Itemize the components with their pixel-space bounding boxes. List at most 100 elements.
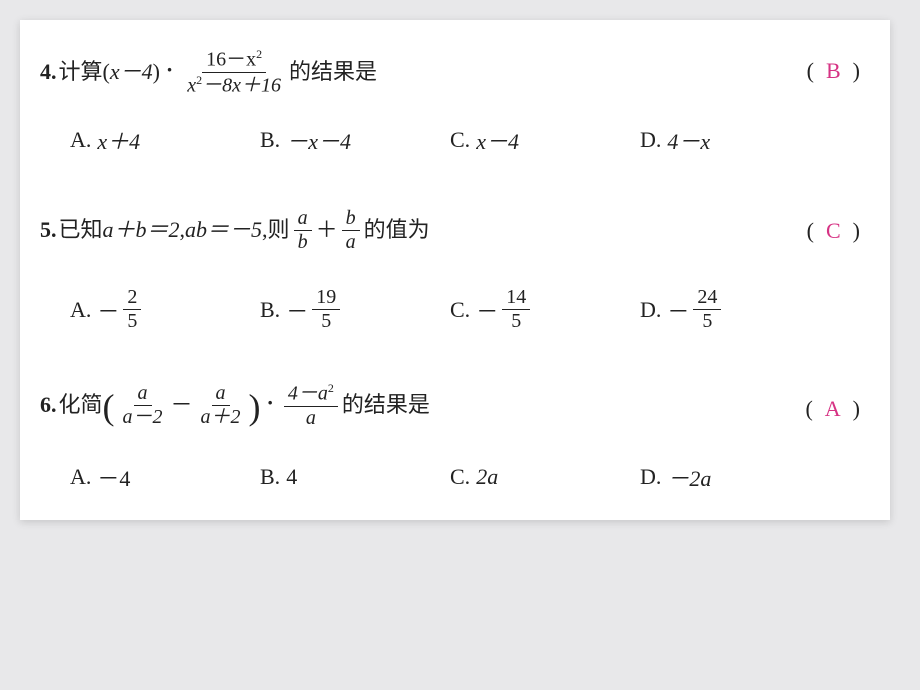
q6-answer-paren: ( A ) bbox=[805, 396, 860, 422]
q4-frac-bot-sup: 2 bbox=[196, 73, 202, 87]
q6-prefix: 化简 bbox=[59, 392, 103, 418]
q4-opt-b-text: －x－4 bbox=[286, 124, 351, 156]
q5-frac1: a b bbox=[294, 208, 312, 253]
q5-opt-a-bot: 5 bbox=[123, 310, 141, 332]
q6-opt-c-label: C. bbox=[450, 464, 470, 490]
q5-f1-bot: b bbox=[294, 231, 312, 253]
q6-option-c: C. 2a bbox=[450, 464, 640, 490]
q4-frac-bot-b: －8x＋16 bbox=[202, 74, 281, 96]
q6-opt-b-label: B. bbox=[260, 464, 280, 490]
q4-expr-left: x－4 bbox=[110, 59, 153, 85]
q6-f2-top: a bbox=[212, 383, 230, 406]
q4-opt-c-text: x－4 bbox=[476, 124, 519, 156]
q4-opt-a-text: x＋4 bbox=[97, 124, 140, 156]
q4-opt-c-label: C. bbox=[450, 127, 470, 153]
q5-suffix: 的值为 bbox=[364, 217, 430, 243]
q4-options: A. x＋4 B. －x－4 C. x－4 D. 4－x bbox=[70, 124, 870, 156]
q4-opt-b-label: B. bbox=[260, 127, 280, 153]
q4-frac-top-sup: 2 bbox=[256, 47, 262, 61]
q4-answer-paren: ( B ) bbox=[807, 58, 860, 84]
paren-open-6: ( bbox=[805, 396, 812, 422]
question-5: 5. 已知 a＋b＝2 , ab＝－5 ,则 a b ＋ b a 的值为 ( C… bbox=[40, 208, 870, 332]
q5-opt-b-frac: 19 5 bbox=[312, 287, 340, 332]
q5-opt-a-neg: － bbox=[97, 294, 119, 326]
q4-dot: · bbox=[166, 57, 173, 83]
q5-f1-top: a bbox=[294, 208, 312, 231]
q4-mid1: ) bbox=[153, 59, 160, 85]
q5-option-d: D. － 24 5 bbox=[640, 287, 830, 332]
paren-close-6: ) bbox=[853, 396, 860, 422]
q4-prefix: 计算( bbox=[59, 59, 110, 85]
q5-option-a: A. － 2 5 bbox=[70, 287, 260, 332]
q5-plus: ＋ bbox=[316, 217, 338, 243]
content-card: 4. 计算( x－4 ) · 16－x2 x2－8x＋16 的结果是 ( B )… bbox=[20, 20, 890, 520]
q5-cond1: a＋b＝2 bbox=[103, 217, 180, 243]
q6-opt-a-text: －4 bbox=[97, 461, 130, 493]
q6-f3-bot: a bbox=[302, 407, 320, 429]
q5-opt-b-top: 19 bbox=[312, 287, 340, 310]
q6-frac3: 4－a2 a bbox=[284, 382, 338, 429]
q4-option-d: D. 4－x bbox=[640, 124, 830, 156]
q4-stem: 4. 计算( x－4 ) · 16－x2 x2－8x＋16 的结果是 bbox=[40, 48, 870, 96]
q6-f1-bot: a－2 bbox=[119, 406, 167, 428]
q6-opt-d-label: D. bbox=[640, 464, 661, 490]
q5-opt-c-bot: 5 bbox=[507, 310, 525, 332]
paren-close: ) bbox=[853, 58, 860, 84]
q5-answer-paren: ( C ) bbox=[807, 218, 860, 244]
q4-option-c: C. x－4 bbox=[450, 124, 640, 156]
q6-f3-top-a: 4－a bbox=[288, 383, 328, 405]
q6-frac2: a a＋2 bbox=[197, 383, 245, 428]
question-6: 6. 化简 ( a a－2 － a a＋2 ) · 4－a2 a 的结果是 bbox=[40, 382, 870, 493]
q6-opt-d-text: －2a bbox=[667, 461, 711, 493]
q5-frac2: b a bbox=[342, 208, 360, 253]
q6-number: 6. bbox=[40, 392, 57, 418]
q5-opt-d-frac: 24 5 bbox=[693, 287, 721, 332]
q4-opt-d-label: D. bbox=[640, 127, 661, 153]
q6-opt-b-text: 4 bbox=[286, 464, 297, 490]
q5-opt-b-neg: － bbox=[286, 294, 308, 326]
q6-f2-bot: a＋2 bbox=[197, 406, 245, 428]
q5-opt-a-label: A. bbox=[70, 297, 91, 323]
q6-option-a: A. －4 bbox=[70, 461, 260, 493]
q5-opt-c-neg: － bbox=[476, 294, 498, 326]
q6-opt-a-label: A. bbox=[70, 464, 91, 490]
q5-cond2: ab＝－5 bbox=[185, 217, 262, 243]
question-4: 4. 计算( x－4 ) · 16－x2 x2－8x＋16 的结果是 ( B )… bbox=[40, 48, 870, 156]
q4-option-a: A. x＋4 bbox=[70, 124, 260, 156]
q5-f2-bot: a bbox=[342, 231, 360, 253]
q5-option-b: B. － 19 5 bbox=[260, 287, 450, 332]
q6-suffix: 的结果是 bbox=[342, 392, 430, 418]
q5-opt-c-frac: 14 5 bbox=[502, 287, 530, 332]
q5-opt-a-frac: 2 5 bbox=[123, 287, 141, 332]
q6-minus: － bbox=[171, 392, 193, 418]
q5-opt-d-neg: － bbox=[667, 294, 689, 326]
paren-open-5: ( bbox=[807, 218, 814, 244]
q6-frac1: a a－2 bbox=[119, 383, 167, 428]
paren-close-5: ) bbox=[853, 218, 860, 244]
q6-opt-c-text: 2a bbox=[476, 464, 498, 490]
q5-opt-c-label: C. bbox=[450, 297, 470, 323]
q5-opt-d-label: D. bbox=[640, 297, 661, 323]
q4-fraction: 16－x2 x2－8x＋16 bbox=[183, 48, 285, 96]
q5-options: A. － 2 5 B. － 19 5 C. － 14 bbox=[70, 287, 870, 332]
q6-f3-top-sup: 2 bbox=[328, 381, 334, 395]
q4-frac-top: 16－x bbox=[206, 49, 256, 71]
q5-opt-a-top: 2 bbox=[123, 287, 141, 310]
paren-open: ( bbox=[807, 58, 814, 84]
q4-frac-bot-a: x bbox=[187, 74, 196, 96]
q5-f2-top: b bbox=[342, 208, 360, 231]
q6-option-d: D. －2a bbox=[640, 461, 830, 493]
q6-dot: · bbox=[267, 390, 274, 416]
q5-opt-b-bot: 5 bbox=[317, 310, 335, 332]
q5-stem: 5. 已知 a＋b＝2 , ab＝－5 ,则 a b ＋ b a 的值为 bbox=[40, 208, 870, 253]
q5-opt-d-top: 24 bbox=[693, 287, 721, 310]
q5-answer: C bbox=[826, 218, 841, 244]
q6-stem: 6. 化简 ( a a－2 － a a＋2 ) · 4－a2 a 的结果是 bbox=[40, 382, 870, 429]
q5-opt-b-label: B. bbox=[260, 297, 280, 323]
q5-prefix: 已知 bbox=[59, 217, 103, 243]
q4-opt-a-label: A. bbox=[70, 127, 91, 153]
q6-option-b: B. 4 bbox=[260, 464, 450, 490]
q4-number: 4. bbox=[40, 59, 57, 85]
q6-options: A. －4 B. 4 C. 2a D. －2a bbox=[70, 461, 870, 493]
q5-option-c: C. － 14 5 bbox=[450, 287, 640, 332]
